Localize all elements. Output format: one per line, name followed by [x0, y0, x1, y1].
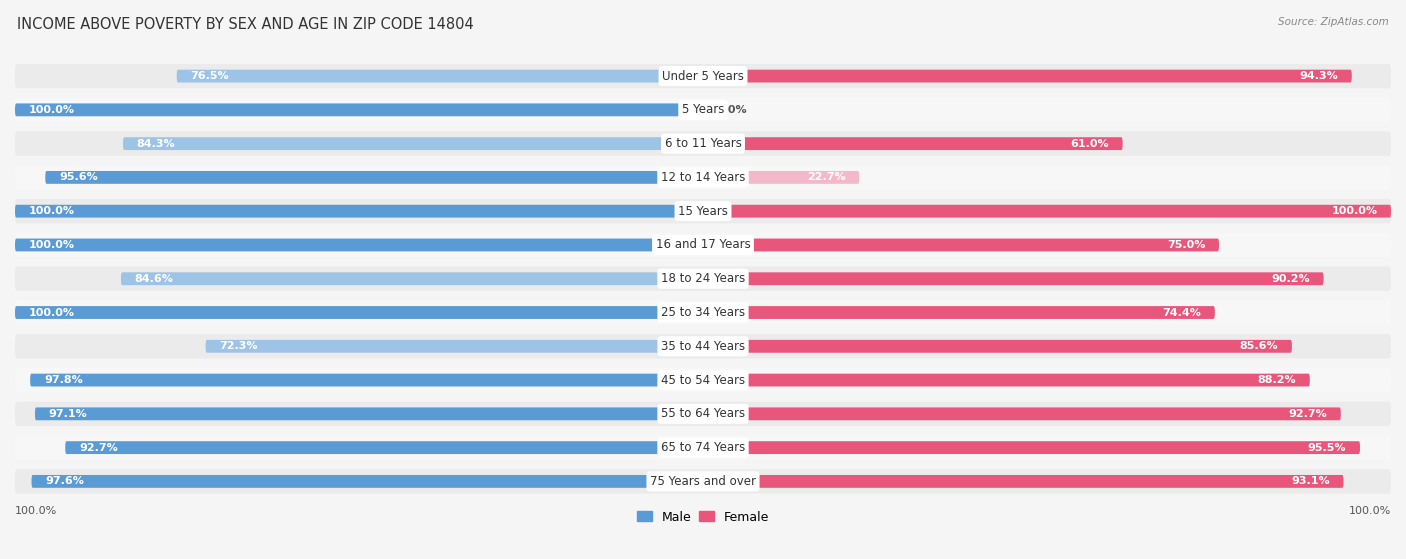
FancyBboxPatch shape	[703, 441, 1360, 454]
FancyBboxPatch shape	[31, 475, 703, 488]
Text: 72.3%: 72.3%	[219, 342, 257, 351]
Text: 90.2%: 90.2%	[1271, 274, 1310, 284]
Text: 12 to 14 Years: 12 to 14 Years	[661, 171, 745, 184]
Text: 100.0%: 100.0%	[1331, 206, 1378, 216]
Text: 0.0%: 0.0%	[717, 105, 748, 115]
FancyBboxPatch shape	[703, 171, 859, 184]
Text: 100.0%: 100.0%	[1348, 506, 1391, 516]
Text: 88.2%: 88.2%	[1257, 375, 1296, 385]
FancyBboxPatch shape	[703, 340, 1292, 353]
FancyBboxPatch shape	[15, 233, 1391, 257]
FancyBboxPatch shape	[703, 239, 1219, 252]
Text: 92.7%: 92.7%	[1288, 409, 1327, 419]
Text: 6 to 11 Years: 6 to 11 Years	[665, 137, 741, 150]
Text: 94.3%: 94.3%	[1299, 71, 1339, 81]
FancyBboxPatch shape	[15, 199, 1391, 224]
Text: 92.7%: 92.7%	[79, 443, 118, 453]
Text: 85.6%: 85.6%	[1240, 342, 1278, 351]
FancyBboxPatch shape	[15, 469, 1391, 494]
Text: 55 to 64 Years: 55 to 64 Years	[661, 408, 745, 420]
Text: 100.0%: 100.0%	[28, 307, 75, 318]
Text: 97.6%: 97.6%	[45, 476, 84, 486]
Text: 5 Years: 5 Years	[682, 103, 724, 116]
FancyBboxPatch shape	[703, 306, 1215, 319]
Text: 25 to 34 Years: 25 to 34 Years	[661, 306, 745, 319]
FancyBboxPatch shape	[15, 334, 1391, 358]
Text: INCOME ABOVE POVERTY BY SEX AND AGE IN ZIP CODE 14804: INCOME ABOVE POVERTY BY SEX AND AGE IN Z…	[17, 17, 474, 32]
Text: 16 and 17 Years: 16 and 17 Years	[655, 239, 751, 252]
FancyBboxPatch shape	[703, 408, 1341, 420]
FancyBboxPatch shape	[15, 402, 1391, 426]
Text: Under 5 Years: Under 5 Years	[662, 69, 744, 83]
FancyBboxPatch shape	[121, 272, 703, 285]
FancyBboxPatch shape	[65, 441, 703, 454]
FancyBboxPatch shape	[15, 267, 1391, 291]
FancyBboxPatch shape	[703, 137, 1122, 150]
FancyBboxPatch shape	[15, 131, 1391, 156]
Text: 15 Years: 15 Years	[678, 205, 728, 217]
Text: Source: ZipAtlas.com: Source: ZipAtlas.com	[1278, 17, 1389, 27]
FancyBboxPatch shape	[703, 272, 1323, 285]
Text: 95.6%: 95.6%	[59, 172, 98, 182]
Text: 18 to 24 Years: 18 to 24 Years	[661, 272, 745, 285]
Text: 45 to 54 Years: 45 to 54 Years	[661, 373, 745, 387]
Text: 95.5%: 95.5%	[1308, 443, 1347, 453]
Text: 84.3%: 84.3%	[136, 139, 176, 149]
FancyBboxPatch shape	[15, 368, 1391, 392]
FancyBboxPatch shape	[45, 171, 703, 184]
Text: 84.6%: 84.6%	[135, 274, 173, 284]
FancyBboxPatch shape	[15, 103, 703, 116]
Text: 74.4%: 74.4%	[1163, 307, 1201, 318]
FancyBboxPatch shape	[15, 165, 1391, 190]
Text: 97.1%: 97.1%	[49, 409, 87, 419]
FancyBboxPatch shape	[703, 205, 1391, 217]
Text: 75 Years and over: 75 Years and over	[650, 475, 756, 488]
Text: 100.0%: 100.0%	[28, 105, 75, 115]
Text: 100.0%: 100.0%	[15, 506, 58, 516]
Text: 61.0%: 61.0%	[1070, 139, 1109, 149]
FancyBboxPatch shape	[30, 373, 703, 386]
FancyBboxPatch shape	[15, 239, 703, 252]
FancyBboxPatch shape	[703, 475, 1344, 488]
FancyBboxPatch shape	[15, 98, 1391, 122]
FancyBboxPatch shape	[205, 340, 703, 353]
FancyBboxPatch shape	[15, 64, 1391, 88]
Text: 93.1%: 93.1%	[1291, 476, 1330, 486]
Text: 97.8%: 97.8%	[44, 375, 83, 385]
Text: 22.7%: 22.7%	[807, 172, 845, 182]
Text: 76.5%: 76.5%	[190, 71, 229, 81]
FancyBboxPatch shape	[15, 205, 703, 217]
Text: 100.0%: 100.0%	[28, 240, 75, 250]
FancyBboxPatch shape	[15, 435, 1391, 460]
Text: 65 to 74 Years: 65 to 74 Years	[661, 441, 745, 454]
Text: 75.0%: 75.0%	[1167, 240, 1205, 250]
FancyBboxPatch shape	[703, 70, 1351, 83]
Text: 35 to 44 Years: 35 to 44 Years	[661, 340, 745, 353]
Text: 100.0%: 100.0%	[28, 206, 75, 216]
FancyBboxPatch shape	[703, 373, 1310, 386]
Legend: Male, Female: Male, Female	[631, 505, 775, 529]
FancyBboxPatch shape	[122, 137, 703, 150]
FancyBboxPatch shape	[15, 306, 703, 319]
FancyBboxPatch shape	[177, 70, 703, 83]
FancyBboxPatch shape	[15, 300, 1391, 325]
FancyBboxPatch shape	[35, 408, 703, 420]
